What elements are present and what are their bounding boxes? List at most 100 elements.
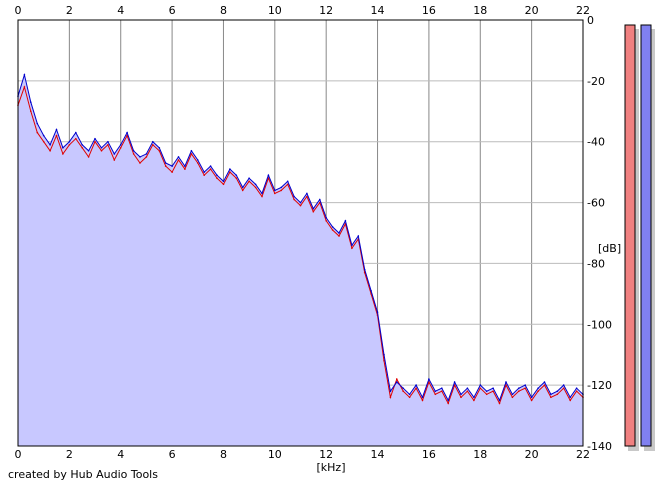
point-right-33 [229, 168, 231, 170]
y-axis-label: [dB] [598, 242, 621, 255]
y-tick-7: -140 [587, 440, 612, 453]
credit-text: created by Hub Audio Tools [8, 468, 158, 481]
point-right-4 [42, 134, 45, 137]
point-left-73 [485, 393, 488, 396]
point-right-64 [428, 378, 430, 380]
point-right-78 [518, 387, 520, 390]
point-right-27 [190, 150, 193, 152]
x-tick-top-1: 2 [66, 4, 73, 17]
point-left-36 [248, 180, 250, 183]
point-left-58 [389, 396, 392, 399]
plot-frame [17, 19, 584, 447]
point-right-50 [338, 232, 340, 234]
y-tick-5: -100 [587, 318, 612, 331]
point-right-59 [396, 381, 398, 383]
point-left-29 [203, 174, 205, 176]
point-right-12 [94, 137, 96, 140]
point-left-37 [254, 186, 257, 189]
x-tick-bottom-2: 4 [117, 448, 124, 461]
point-right-51 [344, 220, 347, 222]
point-left-77 [511, 396, 514, 399]
point-left-21 [152, 144, 154, 146]
point-left-47 [319, 201, 321, 204]
point-left-70 [466, 390, 469, 393]
point-right-80 [530, 396, 533, 399]
point-right-13 [100, 147, 103, 149]
point-right-69 [460, 393, 462, 396]
point-right-43 [293, 195, 295, 198]
point-left-7 [62, 153, 64, 155]
point-left-61 [408, 396, 411, 399]
point-right-31 [216, 174, 218, 176]
point-right-39 [267, 174, 270, 176]
point-right-87 [575, 387, 578, 390]
point-left-14 [107, 144, 109, 146]
point-left-85 [562, 387, 565, 390]
point-left-16 [119, 147, 122, 149]
point-right-57 [383, 353, 385, 356]
point-left-40 [274, 192, 276, 195]
point-left-60 [402, 390, 405, 393]
point-right-61 [408, 393, 411, 396]
x-tick-top-7: 14 [371, 4, 385, 17]
point-right-62 [415, 384, 417, 386]
x-tick-top-11: 22 [576, 4, 590, 17]
point-right-54 [363, 268, 366, 271]
point-right-28 [197, 159, 199, 161]
x-tick-bottom-1: 2 [66, 448, 73, 461]
x-tick-bottom-0: 0 [15, 448, 22, 461]
point-left-63 [421, 399, 424, 402]
point-right-74 [492, 387, 494, 390]
point-right-56 [376, 311, 379, 313]
x-tick-bottom-6: 12 [319, 448, 333, 461]
point-left-87 [575, 390, 578, 393]
point-right-42 [286, 180, 289, 183]
point-right-76 [505, 381, 507, 383]
series-layer [17, 72, 584, 405]
point-right-46 [312, 207, 315, 210]
point-left-15 [113, 159, 116, 161]
point-right-10 [81, 144, 83, 146]
point-left-33 [229, 171, 231, 173]
point-right-73 [485, 390, 488, 393]
point-left-50 [338, 235, 340, 237]
point-right-65 [434, 390, 437, 393]
point-right-83 [550, 393, 552, 396]
point-left-18 [132, 153, 135, 155]
point-left-34 [235, 177, 238, 179]
spectrum-fill [18, 74, 583, 447]
point-right-34 [235, 174, 238, 176]
x-tick-top-0: 0 [15, 4, 22, 17]
x-tick-top-9: 18 [473, 4, 487, 17]
point-right-58 [389, 390, 392, 393]
point-right-15 [113, 153, 116, 155]
point-left-49 [331, 229, 334, 231]
point-left-13 [100, 150, 103, 152]
point-right-55 [370, 290, 372, 292]
point-right-24 [171, 165, 173, 167]
x-tick-bottom-8: 16 [422, 448, 436, 461]
x-tick-top-6: 12 [319, 4, 333, 17]
point-right-75 [498, 399, 501, 402]
point-right-40 [274, 189, 276, 192]
point-right-79 [524, 384, 526, 386]
point-left-48 [325, 220, 328, 222]
x-tick-bottom-4: 8 [220, 448, 227, 461]
point-left-9 [75, 137, 77, 140]
point-left-44 [299, 204, 302, 207]
point-left-65 [434, 393, 437, 396]
level-meter-left [624, 24, 636, 447]
y-tick-6: -120 [587, 379, 612, 392]
point-left-31 [216, 177, 218, 179]
x-tick-top-4: 8 [220, 4, 227, 17]
x-tick-bottom-7: 14 [371, 448, 385, 461]
point-left-45 [306, 195, 308, 198]
point-left-4 [42, 140, 45, 143]
point-right-1 [23, 74, 26, 76]
tick-layer: 002244668810101212141416161818202022220-… [15, 4, 612, 461]
point-left-81 [537, 390, 539, 393]
point-left-38 [261, 195, 263, 198]
point-right-52 [351, 244, 353, 246]
point-right-21 [152, 140, 154, 143]
